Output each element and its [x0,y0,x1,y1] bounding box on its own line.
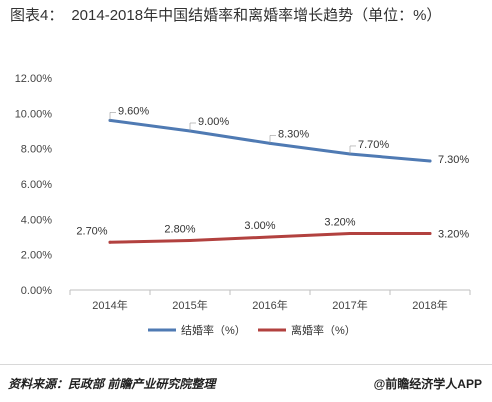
legend: 结婚率（%） 离婚率（%） [148,323,356,337]
data-label: 9.60% [118,105,149,117]
y-tick-label: 0.00% [21,285,52,297]
source-note: 资料来源：民政部 前瞻产业研究院整理 [8,377,216,391]
x-tick-label: 2016年 [252,298,287,312]
data-label: 8.30% [278,128,309,140]
y-tick-label: 8.00% [21,144,52,156]
data-label: 3.20% [324,216,355,228]
x-tick-label: 2018年 [412,298,447,312]
series-group: 9.60% 9.00% 8.30% 7.70% 7.30% 2.70% 2.80% 3.00%… [76,105,469,244]
data-label: 2.70% [76,225,107,237]
y-tick-label: 12.00% [15,73,53,85]
y-tick-label: 6.00% [21,179,52,191]
data-label: 3.20% [438,228,469,240]
data-point [428,231,432,235]
data-point [428,159,432,163]
y-tick-label: 10.00% [15,108,53,120]
data-point [188,239,192,243]
y-axis: 0.00% 2.00% 4.00% 6.00% 8.00% 10.00% 12.00% [15,73,53,297]
chart-title: 图表4： 2014-2018年中国结婚率和离婚率增长趋势（单位：%） [10,6,480,26]
data-label: 3.00% [244,220,275,232]
data-label: 9.00% [198,116,229,128]
data-point [348,231,352,235]
data-point [268,235,272,239]
chart-label: 图表4： [10,7,64,24]
legend-label: 离婚率（%） [291,323,356,337]
brand-label: @前瞻经济学人APP [373,377,482,391]
data-label: 7.70% [358,139,389,151]
x-tick-label: 2017年 [332,298,367,312]
x-tick-label: 2014年 [92,298,127,312]
legend-label: 结婚率（%） [181,323,246,337]
data-label: 2.80% [164,224,195,236]
data-label: 7.30% [438,154,469,166]
x-tick-label: 2015年 [172,298,207,312]
footer-divider [0,364,492,365]
data-point [108,240,112,244]
y-tick-label: 2.00% [21,250,52,262]
x-axis: 2014年 2015年 2016年 2017年 2018年 [69,289,471,312]
y-tick-label: 4.00% [21,214,52,226]
chart-title-text: 2014-2018年中国结婚率和离婚率增长趋势（单位：%） [71,7,442,24]
